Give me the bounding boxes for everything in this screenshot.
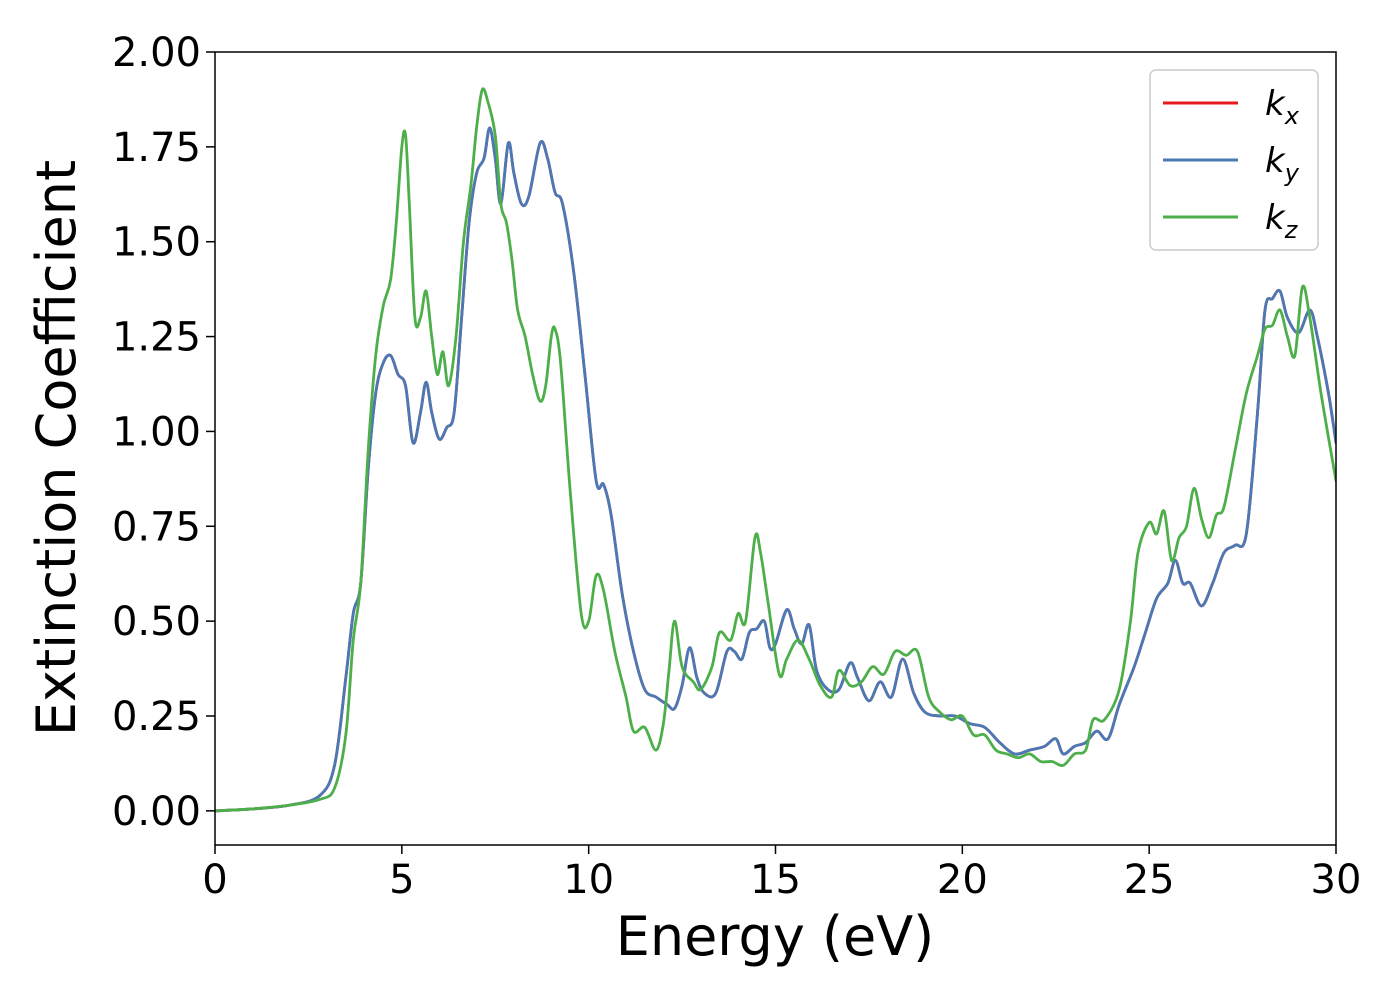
y-tick-label: 0.00 — [112, 789, 201, 835]
x-axis: 0 5 10 15 20 25 30 — [202, 845, 1361, 903]
legend-label: ky — [1265, 141, 1300, 187]
y-tick-label: 0.75 — [112, 504, 201, 550]
legend-label-base: k — [1265, 198, 1286, 238]
legend-label-base: k — [1265, 141, 1286, 181]
legend-label-base: k — [1265, 84, 1286, 124]
x-tick-label: 10 — [563, 857, 614, 903]
y-axis: 0.00 0.25 0.50 0.75 1.00 1.25 1.50 1.75 2.00 — [112, 30, 215, 835]
y-tick-label: 0.50 — [112, 599, 201, 645]
series-line-ky — [215, 126, 1336, 813]
x-tick-label: 20 — [937, 857, 988, 903]
legend-label-subscript: y — [1284, 159, 1300, 187]
y-axis-title: Extinction Coefficient — [25, 160, 88, 736]
y-tick-label: 1.75 — [112, 125, 201, 171]
legend-label: kx — [1265, 84, 1300, 130]
y-tick-label: 2.00 — [112, 30, 201, 76]
x-tick-label: 5 — [389, 857, 414, 903]
y-tick-label: 0.25 — [112, 694, 201, 740]
series-layer — [215, 87, 1336, 813]
legend-label-subscript: x — [1284, 102, 1300, 130]
x-tick-label: 15 — [750, 857, 801, 903]
legend-label: kz — [1265, 198, 1299, 244]
x-tick-label: 0 — [202, 857, 227, 903]
series-line-kz — [215, 87, 1336, 813]
x-tick-label: 30 — [1311, 857, 1362, 903]
x-tick-label: 25 — [1124, 857, 1175, 903]
y-tick-label: 1.50 — [112, 220, 201, 266]
legend-label-subscript: z — [1284, 216, 1299, 244]
y-tick-label: 1.25 — [112, 315, 201, 361]
x-axis-title: Energy (eV) — [616, 905, 935, 968]
y-tick-label: 1.00 — [112, 409, 201, 455]
